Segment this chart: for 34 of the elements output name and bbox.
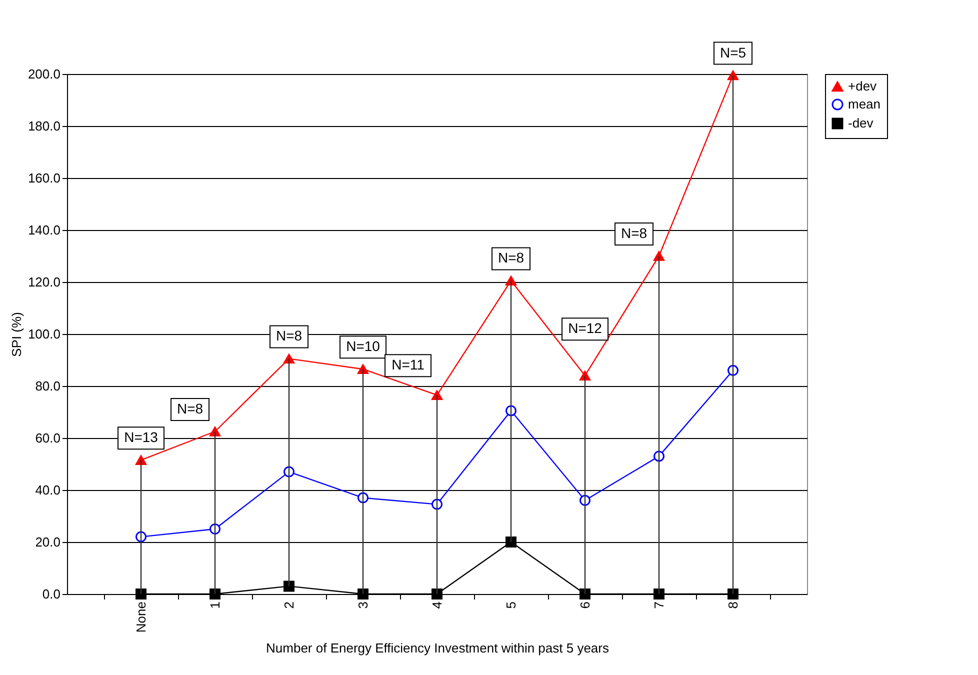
annotation: N=12: [568, 320, 602, 336]
x-tick-label: 2: [282, 602, 296, 609]
legend-label: mean: [848, 96, 881, 112]
annotation: N=8: [276, 328, 302, 344]
x-tick-label: None: [134, 602, 148, 633]
x-tick-label: 8: [726, 602, 740, 609]
y-tick-label: 20.0: [35, 534, 60, 550]
annotation: N=8: [620, 225, 648, 241]
x-tick-label: 6: [578, 602, 592, 609]
x-tick-label: 7: [652, 602, 666, 609]
annotation: N=8: [176, 400, 204, 416]
annotation: N=5: [720, 44, 746, 60]
x-tick-label: 3: [356, 602, 370, 609]
y-tick-label: 60.0: [35, 430, 60, 446]
annotation: N=11: [392, 356, 425, 373]
legend-label: +dev: [848, 78, 878, 94]
y-tick-label: 180.0: [28, 118, 60, 134]
annotation: N=10: [346, 338, 380, 354]
y-tick-label: 200.0: [28, 66, 60, 82]
y-tick-label: 0.0: [42, 586, 60, 602]
annotation: N=13: [124, 429, 158, 446]
y-axis-title: SPI (%): [8, 312, 24, 357]
x-tick-label: 4: [430, 602, 444, 609]
legend-label: -dev: [848, 116, 874, 130]
x-axis-title: Number of Energy Efficiency Investment within past 5 years: [266, 640, 610, 656]
y-tick-label: 140.0: [28, 222, 60, 238]
annotation: N=8: [498, 250, 524, 266]
x-tick-label: 5: [504, 602, 518, 609]
x-tick-label: 1: [208, 602, 222, 609]
y-tick-label: 80.0: [35, 378, 60, 394]
y-tick-label: 100.0: [28, 326, 60, 342]
y-tick-label: 120.0: [28, 274, 60, 290]
y-tick-label: 40.0: [35, 482, 60, 498]
y-tick-label: 160.0: [28, 170, 60, 186]
